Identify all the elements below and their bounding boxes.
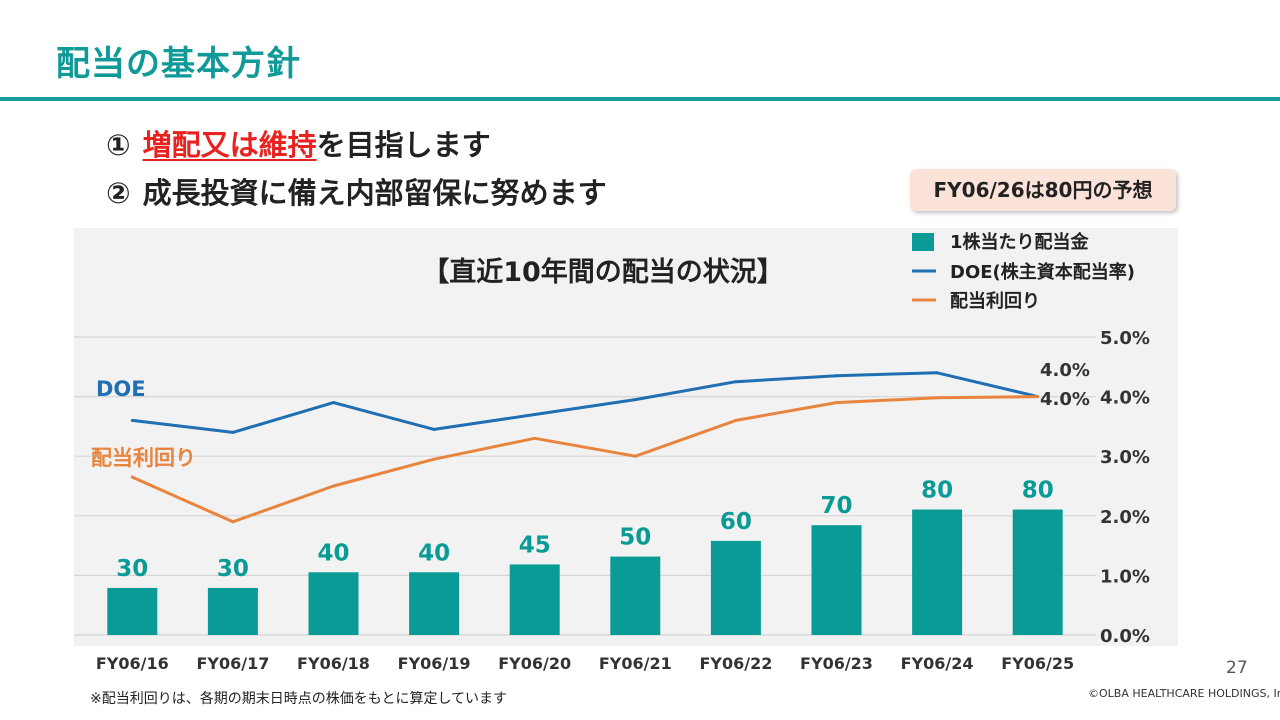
doe-line-point — [835, 374, 838, 378]
dividend-yield-line-point — [633, 454, 637, 458]
doe-line-point — [935, 371, 939, 375]
legend-bar-swatch — [912, 233, 934, 251]
policy-highlight: 増配又は維持 — [142, 128, 317, 162]
x-axis-tick-label: FY06/19 — [398, 654, 471, 673]
right-axis-tick-label: 2.0% — [1100, 507, 1150, 528]
doe-line-point — [734, 380, 738, 384]
doe-end-label: 4.0% — [1040, 360, 1090, 381]
right-axis-tick-label: 1.0% — [1100, 566, 1150, 587]
dividend-bar — [207, 587, 258, 635]
copyright: ©OLBA HEALTHCARE HOLDINGS, Inc. — [1088, 687, 1280, 700]
doe-line-point — [432, 427, 436, 431]
right-axis-tick-label: 4.0% — [1100, 388, 1150, 409]
right-axis-tick-label: 5.0% — [1100, 328, 1150, 349]
dividend-value-label: 80 — [1022, 478, 1054, 504]
right-axis-tick-label: 3.0% — [1100, 447, 1150, 468]
doe-line-point — [332, 401, 335, 405]
policy-number-2: ② — [106, 176, 131, 210]
dividend-value-label: 70 — [820, 493, 852, 519]
policy-text-1: を目指します — [316, 128, 491, 162]
title-divider — [0, 97, 1280, 101]
x-axis-tick-label: FY06/21 — [599, 654, 672, 673]
page-number: 27 — [1226, 658, 1248, 678]
doe-line-point — [231, 430, 235, 434]
dividend-yield-line-label: 配当利回り — [91, 446, 196, 470]
legend-label-dividend: 1株当たり配当金 — [950, 231, 1090, 253]
dividend-bar — [610, 556, 661, 635]
dividend-value-label: 30 — [116, 556, 148, 582]
dividend-bar — [509, 564, 560, 635]
doe-line-point — [130, 418, 134, 422]
dividend-value-label: 80 — [921, 478, 953, 504]
x-axis-tick-label: FY06/20 — [498, 654, 571, 673]
dividend-value-label: 60 — [720, 509, 752, 535]
dividend-bar — [912, 509, 963, 635]
legend-label-doe: DOE(株主資本配当率) — [950, 261, 1135, 283]
x-axis-tick-label: FY06/16 — [96, 654, 169, 673]
dividend-yield-line-point — [1036, 395, 1040, 399]
dividend-yield-line-point — [432, 457, 436, 461]
dividend-bar — [409, 572, 460, 635]
forecast-badge: FY06/26は80円の予想 — [910, 169, 1176, 211]
dividend-value-label: 50 — [619, 525, 651, 551]
x-axis-tick-label: FY06/23 — [800, 654, 873, 673]
doe-line — [132, 371, 1039, 434]
x-axis-tick-label: FY06/24 — [901, 654, 974, 673]
policy-text-2: 成長投資に備え内部留保に努めます — [142, 176, 607, 210]
x-axis-tick-label: FY06/17 — [196, 654, 269, 673]
dividend-bar — [1012, 509, 1063, 635]
dividend-yield-line-point — [533, 436, 537, 440]
policy-point-1: ① 増配又は維持を目指します — [106, 122, 491, 164]
dividend-value-label: 30 — [217, 556, 249, 582]
legend-label-yield: 配当利回り — [950, 290, 1040, 312]
dividend-yield-line-point — [935, 396, 939, 400]
x-axis-tick-label: FY06/18 — [297, 654, 370, 673]
dividend-value-label: 40 — [317, 540, 349, 566]
dividend-yield-line-point — [835, 401, 838, 405]
dividend-bar — [308, 572, 359, 635]
policy-number-1: ① — [106, 128, 131, 162]
dividend-bar — [811, 525, 862, 635]
policy-point-2: ② 成長投資に備え内部留保に努めます — [106, 170, 607, 212]
doe-line-point — [533, 412, 537, 416]
page-title: 配当の基本方針 — [56, 44, 301, 84]
doe-line-label: DOE — [96, 377, 146, 401]
dividend-bar — [710, 540, 761, 635]
dividend-yield-line-point — [231, 520, 235, 524]
x-axis-tick-label: FY06/22 — [699, 654, 772, 673]
dividend-value-label: 40 — [418, 540, 450, 566]
dividend-yield-line — [131, 395, 1038, 524]
dividend-yield-end-label: 4.0% — [1040, 389, 1090, 410]
dividend-yield-line-point — [130, 475, 134, 479]
chart-title: 【直近10年間の配当の状況】 — [422, 256, 784, 288]
dividend-value-label: 45 — [519, 532, 551, 558]
dividend-yield-line-point — [332, 484, 335, 488]
footnote: ※配当利回りは、各期の期末日時点の株価をもとに算定しています — [90, 691, 508, 707]
dividend-yield-line-point — [734, 418, 738, 422]
doe-line-point — [633, 398, 637, 402]
x-axis-tick-label: FY06/25 — [1001, 654, 1074, 673]
dividend-bar — [107, 587, 158, 635]
right-axis-tick-label: 0.0% — [1100, 626, 1150, 647]
